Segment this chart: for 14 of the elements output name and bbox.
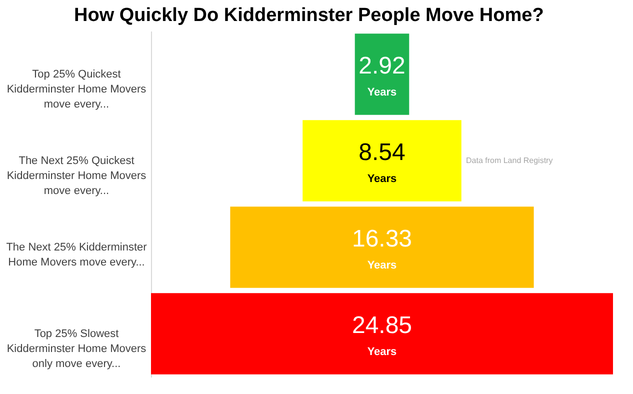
data-label: 2.92 (358, 52, 406, 80)
category-label: The Next 25% Kidderminster Home Movers move every... (6, 241, 148, 268)
text: Years (367, 86, 397, 98)
text: Years (367, 172, 397, 185)
data-label: 16.33 (352, 225, 412, 252)
text: How Quickly Do Kidderminster People Move Home? (74, 5, 544, 26)
category-label: The Next 25% Quickest Kidderminster Home Movers move every... (6, 154, 147, 197)
category-label: Top 25% Quickest Kidderminster Home Movers move every... (6, 68, 147, 110)
category-label: Top 25% Slowest Kidderminster Home Movers only move every... (6, 328, 147, 370)
text: Years (367, 346, 397, 358)
data-label: 8.54 (358, 138, 406, 166)
text: Data from Land Registry (466, 156, 553, 165)
data-label: 24.85 (352, 312, 412, 339)
text: Years (367, 259, 397, 272)
